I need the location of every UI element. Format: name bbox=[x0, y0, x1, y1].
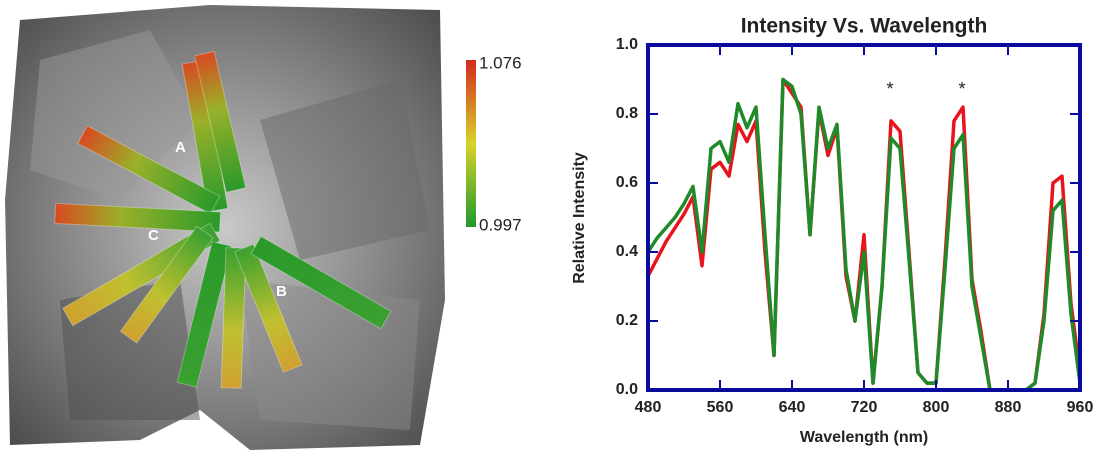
x-tick-label: 800 bbox=[923, 399, 950, 416]
colorbar-min: 0.997 bbox=[479, 215, 522, 234]
x-tick-label: 960 bbox=[1067, 399, 1094, 416]
mosaic-image: A B C bbox=[5, 5, 445, 450]
x-tick-label: 640 bbox=[779, 399, 806, 416]
colorbar-max: 1.076 bbox=[479, 53, 522, 72]
y-tick-label: 0.4 bbox=[616, 243, 638, 260]
colorbar bbox=[466, 60, 476, 227]
plot-frame bbox=[646, 43, 1082, 392]
y-tick-label: 1.0 bbox=[616, 36, 638, 53]
y-tick-label: 0.2 bbox=[616, 312, 638, 329]
strip-label: B bbox=[276, 283, 287, 300]
annotation: * bbox=[886, 79, 893, 99]
y-tick-label: 0.6 bbox=[616, 174, 638, 191]
y-tick-label: 0.0 bbox=[616, 381, 638, 398]
strip-label: A bbox=[175, 139, 186, 156]
strip-label: C bbox=[148, 227, 159, 244]
x-tick-label: 480 bbox=[635, 399, 662, 416]
y-axis-title: Relative Intensity bbox=[571, 152, 588, 284]
x-axis-title: Wavelength (nm) bbox=[800, 429, 928, 446]
chart-title: Intensity Vs. Wavelength bbox=[741, 15, 988, 38]
y-tick-label: 0.8 bbox=[616, 105, 638, 122]
x-tick-label: 720 bbox=[851, 399, 878, 416]
x-tick-label: 560 bbox=[707, 399, 734, 416]
strips bbox=[54, 50, 392, 389]
series-line bbox=[646, 77, 1082, 392]
x-tick-label: 880 bbox=[995, 399, 1022, 416]
annotation: * bbox=[958, 79, 965, 99]
